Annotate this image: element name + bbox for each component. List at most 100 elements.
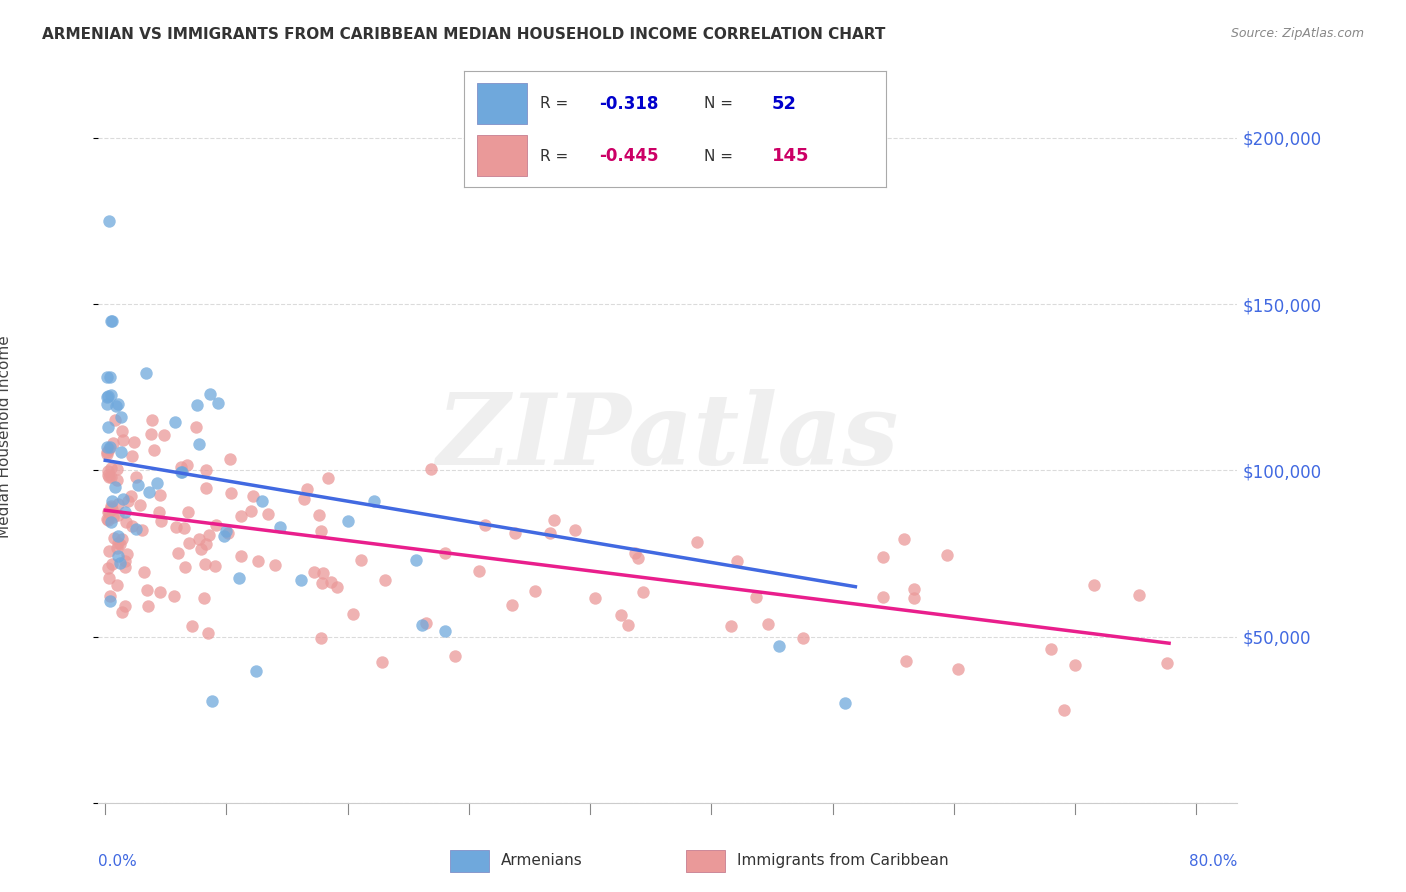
Immigrants from Caribbean — [114, 560, 136, 574]
Immigrants from Caribbean — [194, 463, 217, 477]
Immigrants from Caribbean — [114, 599, 136, 613]
Armenians — [104, 399, 127, 413]
Armenians — [186, 398, 208, 412]
Text: Source: ZipAtlas.com: Source: ZipAtlas.com — [1230, 27, 1364, 40]
Immigrants from Caribbean — [100, 589, 122, 603]
Immigrants from Caribbean — [198, 528, 221, 542]
Immigrants from Caribbean — [1039, 642, 1062, 657]
Immigrants from Caribbean — [302, 566, 325, 580]
Immigrants from Caribbean — [468, 564, 491, 578]
Text: -0.318: -0.318 — [599, 95, 658, 112]
Text: R =: R = — [540, 96, 574, 112]
Immigrants from Caribbean — [103, 531, 125, 545]
Armenians — [187, 437, 209, 451]
Immigrants from Caribbean — [163, 589, 186, 603]
Immigrants from Caribbean — [105, 578, 128, 592]
Immigrants from Caribbean — [204, 558, 226, 573]
Armenians — [100, 314, 122, 328]
Immigrants from Caribbean — [936, 548, 959, 562]
Immigrants from Caribbean — [583, 591, 606, 605]
Armenians — [107, 529, 129, 543]
Immigrants from Caribbean — [177, 536, 200, 550]
Armenians — [250, 494, 273, 508]
Immigrants from Caribbean — [433, 546, 456, 560]
Immigrants from Caribbean — [564, 523, 586, 537]
Armenians — [96, 370, 118, 384]
Immigrants from Caribbean — [946, 662, 969, 676]
Immigrants from Caribbean — [170, 460, 193, 475]
Immigrants from Caribbean — [420, 461, 443, 475]
Armenians — [104, 480, 127, 494]
Immigrants from Caribbean — [114, 515, 136, 529]
Immigrants from Caribbean — [443, 649, 465, 664]
Immigrants from Caribbean — [96, 447, 118, 461]
Immigrants from Caribbean — [174, 560, 197, 574]
Immigrants from Caribbean — [121, 449, 143, 463]
Immigrants from Caribbean — [263, 558, 285, 572]
Immigrants from Caribbean — [312, 566, 335, 580]
Immigrants from Caribbean — [188, 533, 211, 547]
Armenians — [170, 465, 193, 479]
Immigrants from Caribbean — [111, 424, 134, 438]
Armenians — [114, 505, 136, 519]
Immigrants from Caribbean — [132, 565, 155, 579]
Armenians — [138, 484, 160, 499]
Immigrants from Caribbean — [218, 452, 240, 467]
Immigrants from Caribbean — [98, 571, 121, 585]
Immigrants from Caribbean — [311, 575, 333, 590]
Immigrants from Caribbean — [374, 573, 396, 587]
Immigrants from Caribbean — [325, 580, 347, 594]
Immigrants from Caribbean — [1052, 703, 1074, 717]
Armenians — [146, 476, 169, 491]
Text: Armenians: Armenians — [501, 854, 582, 868]
Immigrants from Caribbean — [176, 458, 198, 472]
Immigrants from Caribbean — [97, 505, 120, 519]
Armenians — [212, 528, 235, 542]
Immigrants from Caribbean — [108, 537, 131, 551]
Immigrants from Caribbean — [104, 413, 127, 427]
Armenians — [245, 664, 267, 678]
Immigrants from Caribbean — [100, 499, 122, 513]
Immigrants from Caribbean — [149, 585, 172, 599]
Immigrants from Caribbean — [205, 517, 228, 532]
Immigrants from Caribbean — [97, 464, 120, 478]
FancyBboxPatch shape — [477, 83, 527, 123]
Immigrants from Caribbean — [122, 434, 145, 449]
Immigrants from Caribbean — [195, 537, 218, 551]
Immigrants from Caribbean — [745, 591, 768, 605]
Armenians — [768, 639, 790, 653]
Text: N =: N = — [704, 148, 738, 163]
Armenians — [405, 553, 427, 567]
Armenians — [101, 494, 124, 508]
Immigrants from Caribbean — [131, 524, 153, 538]
Text: ARMENIAN VS IMMIGRANTS FROM CARIBBEAN MEDIAN HOUSEHOLD INCOME CORRELATION CHART: ARMENIAN VS IMMIGRANTS FROM CARIBBEAN ME… — [42, 27, 886, 42]
Armenians — [336, 515, 359, 529]
Immigrants from Caribbean — [350, 553, 373, 567]
Immigrants from Caribbean — [135, 582, 157, 597]
Text: N =: N = — [704, 96, 738, 112]
Immigrants from Caribbean — [297, 483, 319, 497]
Armenians — [110, 409, 132, 424]
Immigrants from Caribbean — [194, 481, 217, 495]
Immigrants from Caribbean — [97, 544, 120, 558]
Armenians — [100, 515, 122, 529]
Immigrants from Caribbean — [219, 486, 242, 500]
Text: ZIPatlas: ZIPatlas — [437, 389, 898, 485]
Immigrants from Caribbean — [371, 655, 394, 669]
Text: Immigrants from Caribbean: Immigrants from Caribbean — [737, 854, 949, 868]
Immigrants from Caribbean — [153, 427, 176, 442]
Immigrants from Caribbean — [115, 548, 138, 562]
Immigrants from Caribbean — [181, 619, 204, 633]
Immigrants from Caribbean — [872, 590, 894, 604]
Immigrants from Caribbean — [148, 504, 170, 518]
Immigrants from Caribbean — [623, 546, 645, 560]
Armenians — [207, 396, 229, 410]
Immigrants from Caribbean — [105, 541, 128, 556]
Immigrants from Caribbean — [101, 557, 124, 571]
Armenians — [101, 314, 124, 328]
Armenians — [200, 694, 222, 708]
Immigrants from Caribbean — [100, 502, 122, 516]
Armenians — [98, 440, 121, 454]
Armenians — [111, 492, 134, 507]
Immigrants from Caribbean — [686, 535, 709, 549]
